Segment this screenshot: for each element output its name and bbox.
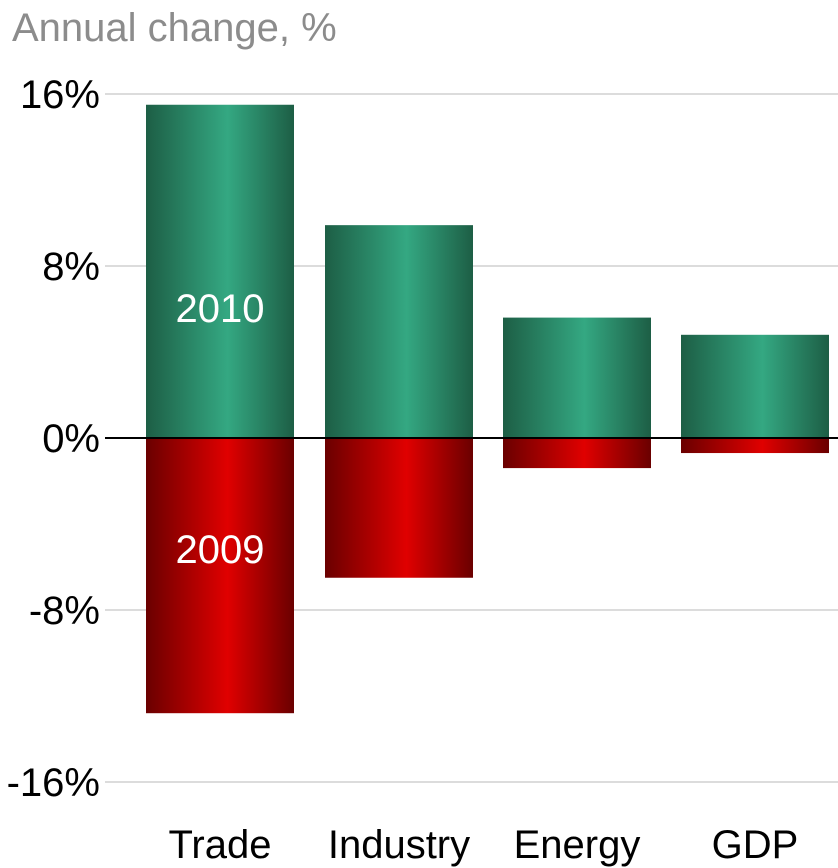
x-axis-ticks: Trade Industry Energy GDP xyxy=(168,823,798,867)
chart-title: Annual change, % xyxy=(12,6,337,50)
y-tick-label: 0% xyxy=(42,417,100,461)
series-label-2009: 2009 xyxy=(176,528,265,572)
x-tick-label: Industry xyxy=(328,823,470,867)
series-labels: 2010 2009 xyxy=(176,287,265,572)
bar-2010-gdp xyxy=(681,334,829,438)
x-tick-label: Trade xyxy=(168,823,271,867)
bar-2009-energy xyxy=(503,438,651,469)
bar-2009-industry xyxy=(325,438,473,578)
x-tick-label: Energy xyxy=(514,823,641,867)
bar-2010-energy xyxy=(503,317,651,438)
y-axis-ticks: 16% 8% 0% -8% -16% xyxy=(7,73,100,805)
bar-2009-trade xyxy=(146,438,294,714)
bar-2009-gdp xyxy=(681,438,829,454)
bar-2010-industry xyxy=(325,225,473,438)
y-tick-label: 8% xyxy=(42,245,100,289)
series-label-2010: 2010 xyxy=(176,287,265,331)
y-tick-label: 16% xyxy=(20,73,100,117)
bar-2010-trade xyxy=(146,104,294,438)
y-tick-label: -8% xyxy=(29,589,100,633)
x-tick-label: GDP xyxy=(712,823,799,867)
bars xyxy=(146,104,829,714)
y-tick-label: -16% xyxy=(7,761,100,805)
